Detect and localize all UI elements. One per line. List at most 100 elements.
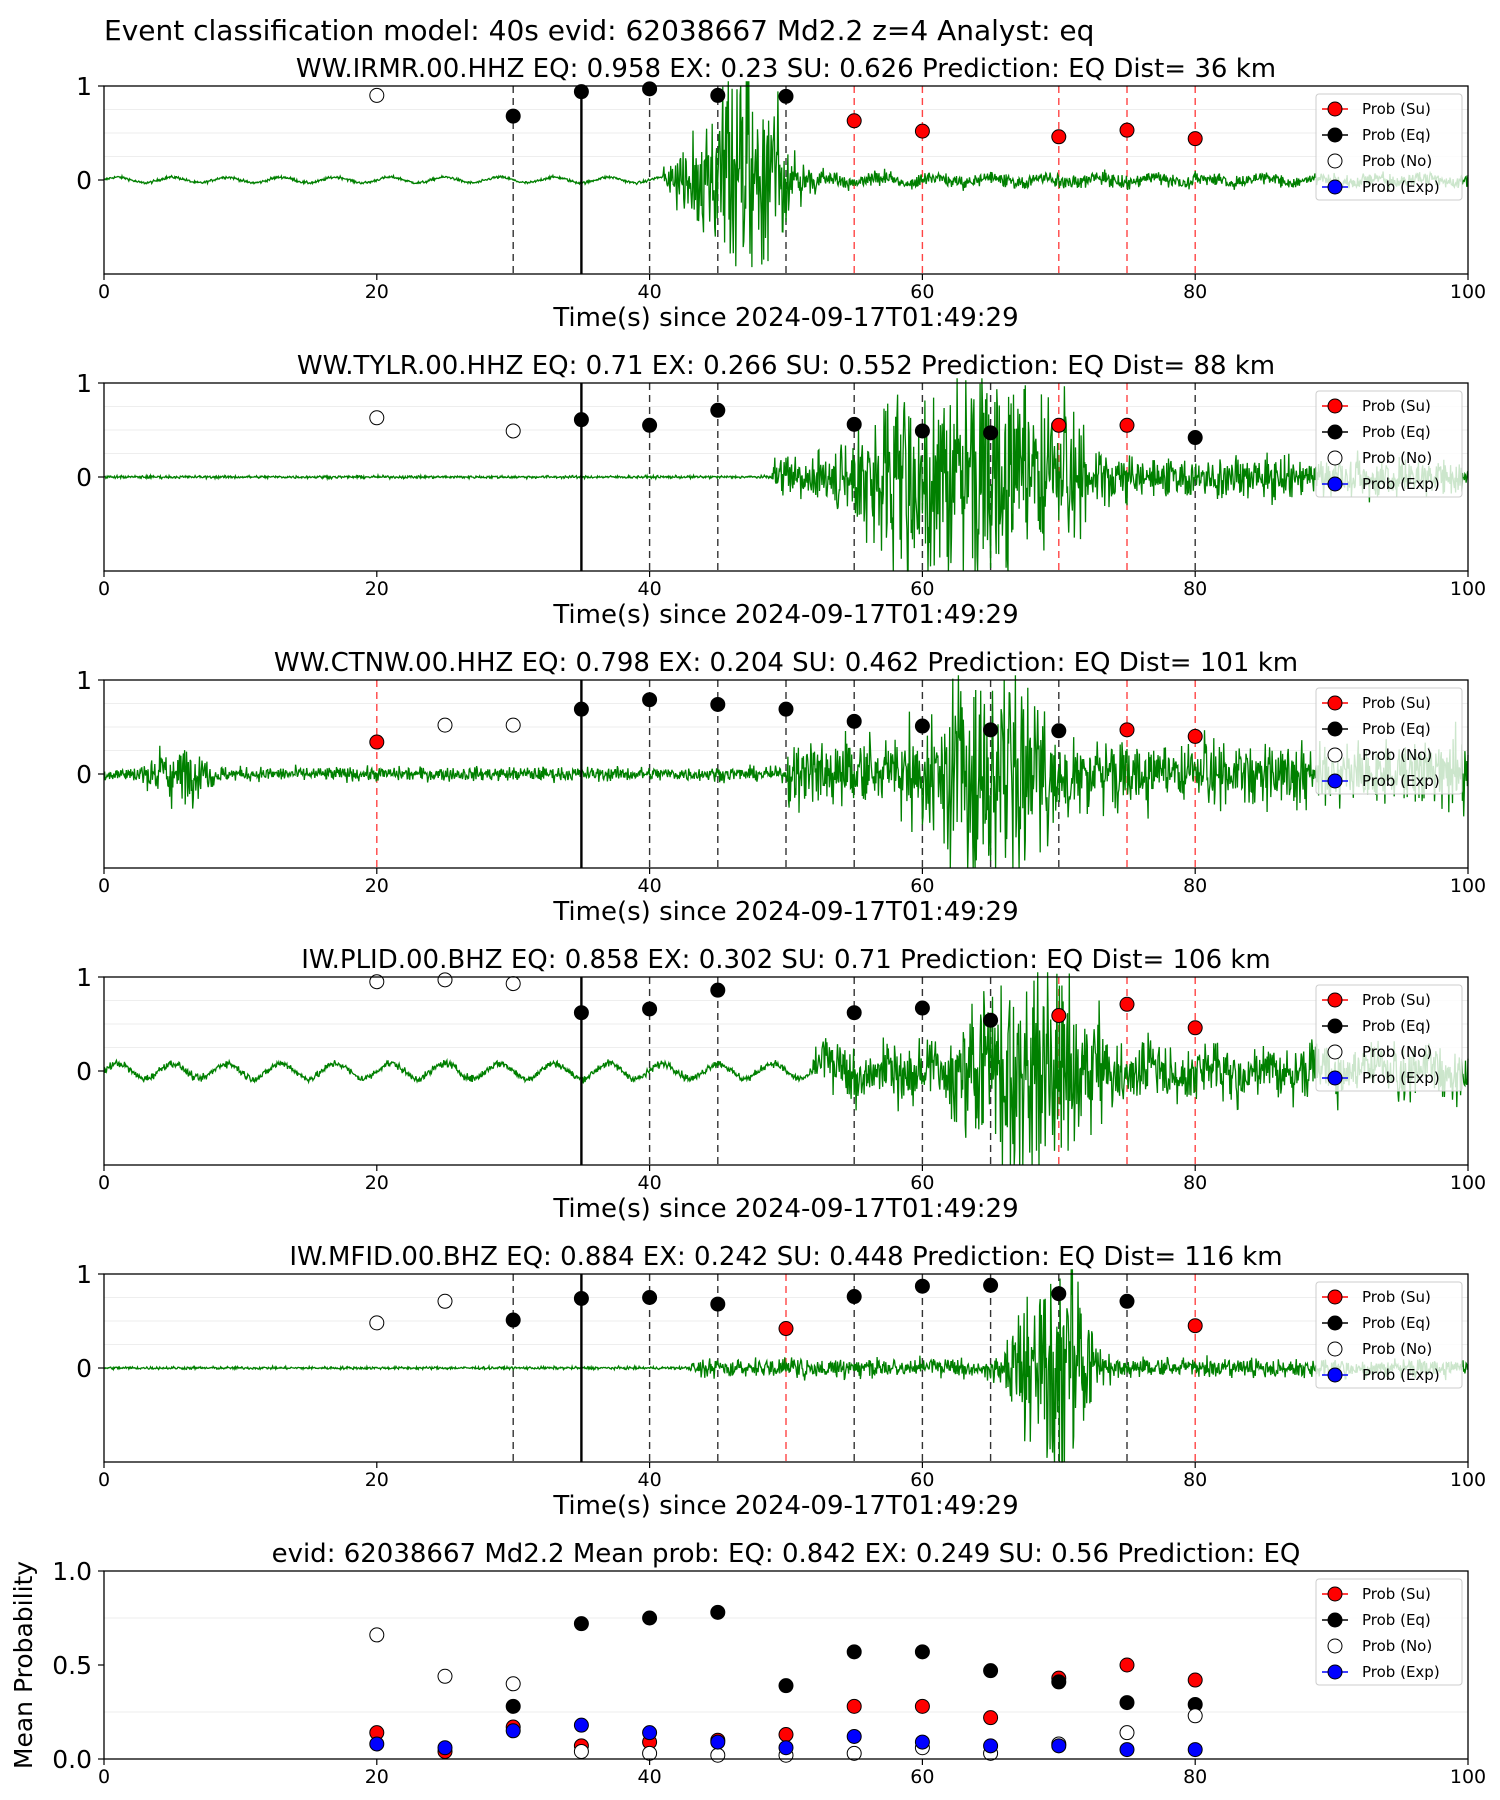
- waveform-trace: [103, 675, 1469, 869]
- prob-point-su: [1051, 417, 1067, 433]
- x-axis-label: Time(s) since 2024-09-17T01:49:29: [552, 1491, 1018, 1521]
- prob-point-eq: [710, 402, 726, 418]
- legend-label: Prob (Su): [1362, 397, 1431, 415]
- legend-marker: [1327, 773, 1343, 789]
- legend-label: Prob (Su): [1362, 1288, 1431, 1306]
- x-tick-label: 40: [638, 578, 662, 600]
- prob-point-no: [505, 976, 521, 992]
- prob-point-eq: [1119, 1293, 1135, 1309]
- x-tick-label: 40: [638, 1469, 662, 1491]
- x-tick-label: 60: [910, 1172, 934, 1194]
- chart-panel-3: WW.CTNW.00.HHZ EQ: 0.798 EX: 0.204 SU: 0…: [76, 648, 1486, 927]
- mean-prob-point: [914, 1698, 930, 1714]
- mean-prob-point: [846, 1745, 862, 1761]
- mean-prob-point: [778, 1727, 794, 1743]
- legend-label: Prob (Eq): [1362, 126, 1431, 144]
- legend-marker: [1327, 476, 1343, 492]
- mean-prob-point: [1119, 1695, 1135, 1711]
- x-tick-label: 60: [910, 1469, 934, 1491]
- prob-point-no: [369, 410, 385, 426]
- y-axis-label: Mean Probability: [9, 1561, 38, 1769]
- x-tick-label: 20: [365, 875, 389, 897]
- prob-point-eq: [505, 108, 521, 124]
- legend-marker: [1327, 153, 1343, 169]
- legend-marker: [1327, 1070, 1343, 1086]
- x-tick-label: 100: [1450, 875, 1486, 897]
- y-tick-label: 0: [76, 166, 92, 195]
- prob-point-eq: [710, 696, 726, 712]
- waveform-trace: [104, 81, 1469, 268]
- mean-prob-point: [846, 1698, 862, 1714]
- prob-point-no: [505, 717, 521, 733]
- prob-point-su: [1187, 728, 1203, 744]
- x-tick-label: 0: [98, 875, 110, 897]
- chart-panel-5: IW.MFID.00.BHZ EQ: 0.884 EX: 0.242 SU: 0…: [76, 1242, 1486, 1521]
- mean-prob-point: [1119, 1725, 1135, 1741]
- prob-point-no: [369, 87, 385, 103]
- prob-point-eq: [846, 416, 862, 432]
- x-tick-label: 80: [1183, 1172, 1207, 1194]
- prob-point-su: [369, 734, 385, 750]
- mean-prob-point: [1051, 1738, 1067, 1754]
- prob-point-su: [1119, 417, 1135, 433]
- legend-marker: [1327, 1018, 1343, 1034]
- x-tick-label: 20: [365, 281, 389, 303]
- x-tick-label: 40: [638, 1172, 662, 1194]
- mean-prob-point: [437, 1668, 453, 1684]
- prob-point-su: [1119, 122, 1135, 138]
- chart-panel-2: WW.TYLR.00.HHZ EQ: 0.71 EX: 0.266 SU: 0.…: [76, 351, 1486, 630]
- prob-point-eq: [642, 1290, 658, 1305]
- prob-point-eq: [505, 1312, 521, 1328]
- prob-point-su: [1119, 722, 1135, 738]
- prob-point-eq: [573, 701, 589, 717]
- legend-marker: [1327, 747, 1343, 763]
- x-tick-label: 100: [1450, 578, 1486, 600]
- prob-point-eq: [573, 1005, 589, 1021]
- x-tick-label: 0: [98, 578, 110, 600]
- legend-marker: [1327, 1289, 1343, 1305]
- prob-point-su: [1187, 1020, 1203, 1036]
- prob-point-eq: [642, 81, 658, 97]
- prob-point-no: [369, 1315, 385, 1331]
- legend-marker: [1327, 1367, 1343, 1383]
- x-tick-label: 80: [1183, 1766, 1207, 1788]
- legend-label: Prob (No): [1362, 152, 1432, 170]
- prob-point-no: [437, 717, 453, 733]
- mean-prob-point: [778, 1740, 794, 1756]
- mean-prob-point: [642, 1745, 658, 1761]
- legend-label: Prob (Su): [1362, 991, 1431, 1009]
- prob-point-eq: [983, 1277, 999, 1293]
- x-tick-label: 100: [1450, 281, 1486, 303]
- legend-marker: [1327, 1315, 1343, 1331]
- prob-point-eq: [846, 713, 862, 729]
- prob-point-su: [1051, 129, 1067, 145]
- prob-point-eq: [710, 87, 726, 103]
- prob-point-eq: [642, 692, 658, 708]
- y-tick-label: 0: [76, 1057, 92, 1086]
- legend-marker: [1327, 424, 1343, 440]
- legend-box: [1315, 984, 1463, 1092]
- legend-marker: [1327, 101, 1343, 117]
- y-tick-label: 1: [76, 963, 92, 992]
- x-tick-label: 20: [365, 578, 389, 600]
- mean-prob-point: [846, 1644, 862, 1660]
- prob-point-su: [1187, 1318, 1203, 1334]
- mean-prob-point: [914, 1644, 930, 1660]
- x-tick-label: 0: [98, 1766, 110, 1788]
- panels: WW.IRMR.00.HHZ EQ: 0.958 EX: 0.23 SU: 0.…: [9, 54, 1486, 1788]
- legend-marker: [1327, 992, 1343, 1008]
- x-axis-label: Time(s) since 2024-09-17T01:49:29: [552, 897, 1018, 927]
- prob-point-eq: [914, 1278, 930, 1294]
- legend-marker: [1327, 1638, 1343, 1654]
- legend-marker: [1327, 1664, 1343, 1680]
- mean-prob-point: [1119, 1657, 1135, 1673]
- mean-prob-point: [846, 1728, 862, 1744]
- x-tick-label: 40: [638, 875, 662, 897]
- legend-label: Prob (No): [1362, 1043, 1432, 1061]
- legend-marker: [1327, 127, 1343, 143]
- mean-prob-point: [983, 1738, 999, 1754]
- prob-point-eq: [983, 425, 999, 441]
- mean-prob-point: [983, 1710, 999, 1726]
- y-tick-label: 0.5: [52, 1651, 92, 1680]
- legend-label: Prob (Eq): [1362, 1611, 1431, 1629]
